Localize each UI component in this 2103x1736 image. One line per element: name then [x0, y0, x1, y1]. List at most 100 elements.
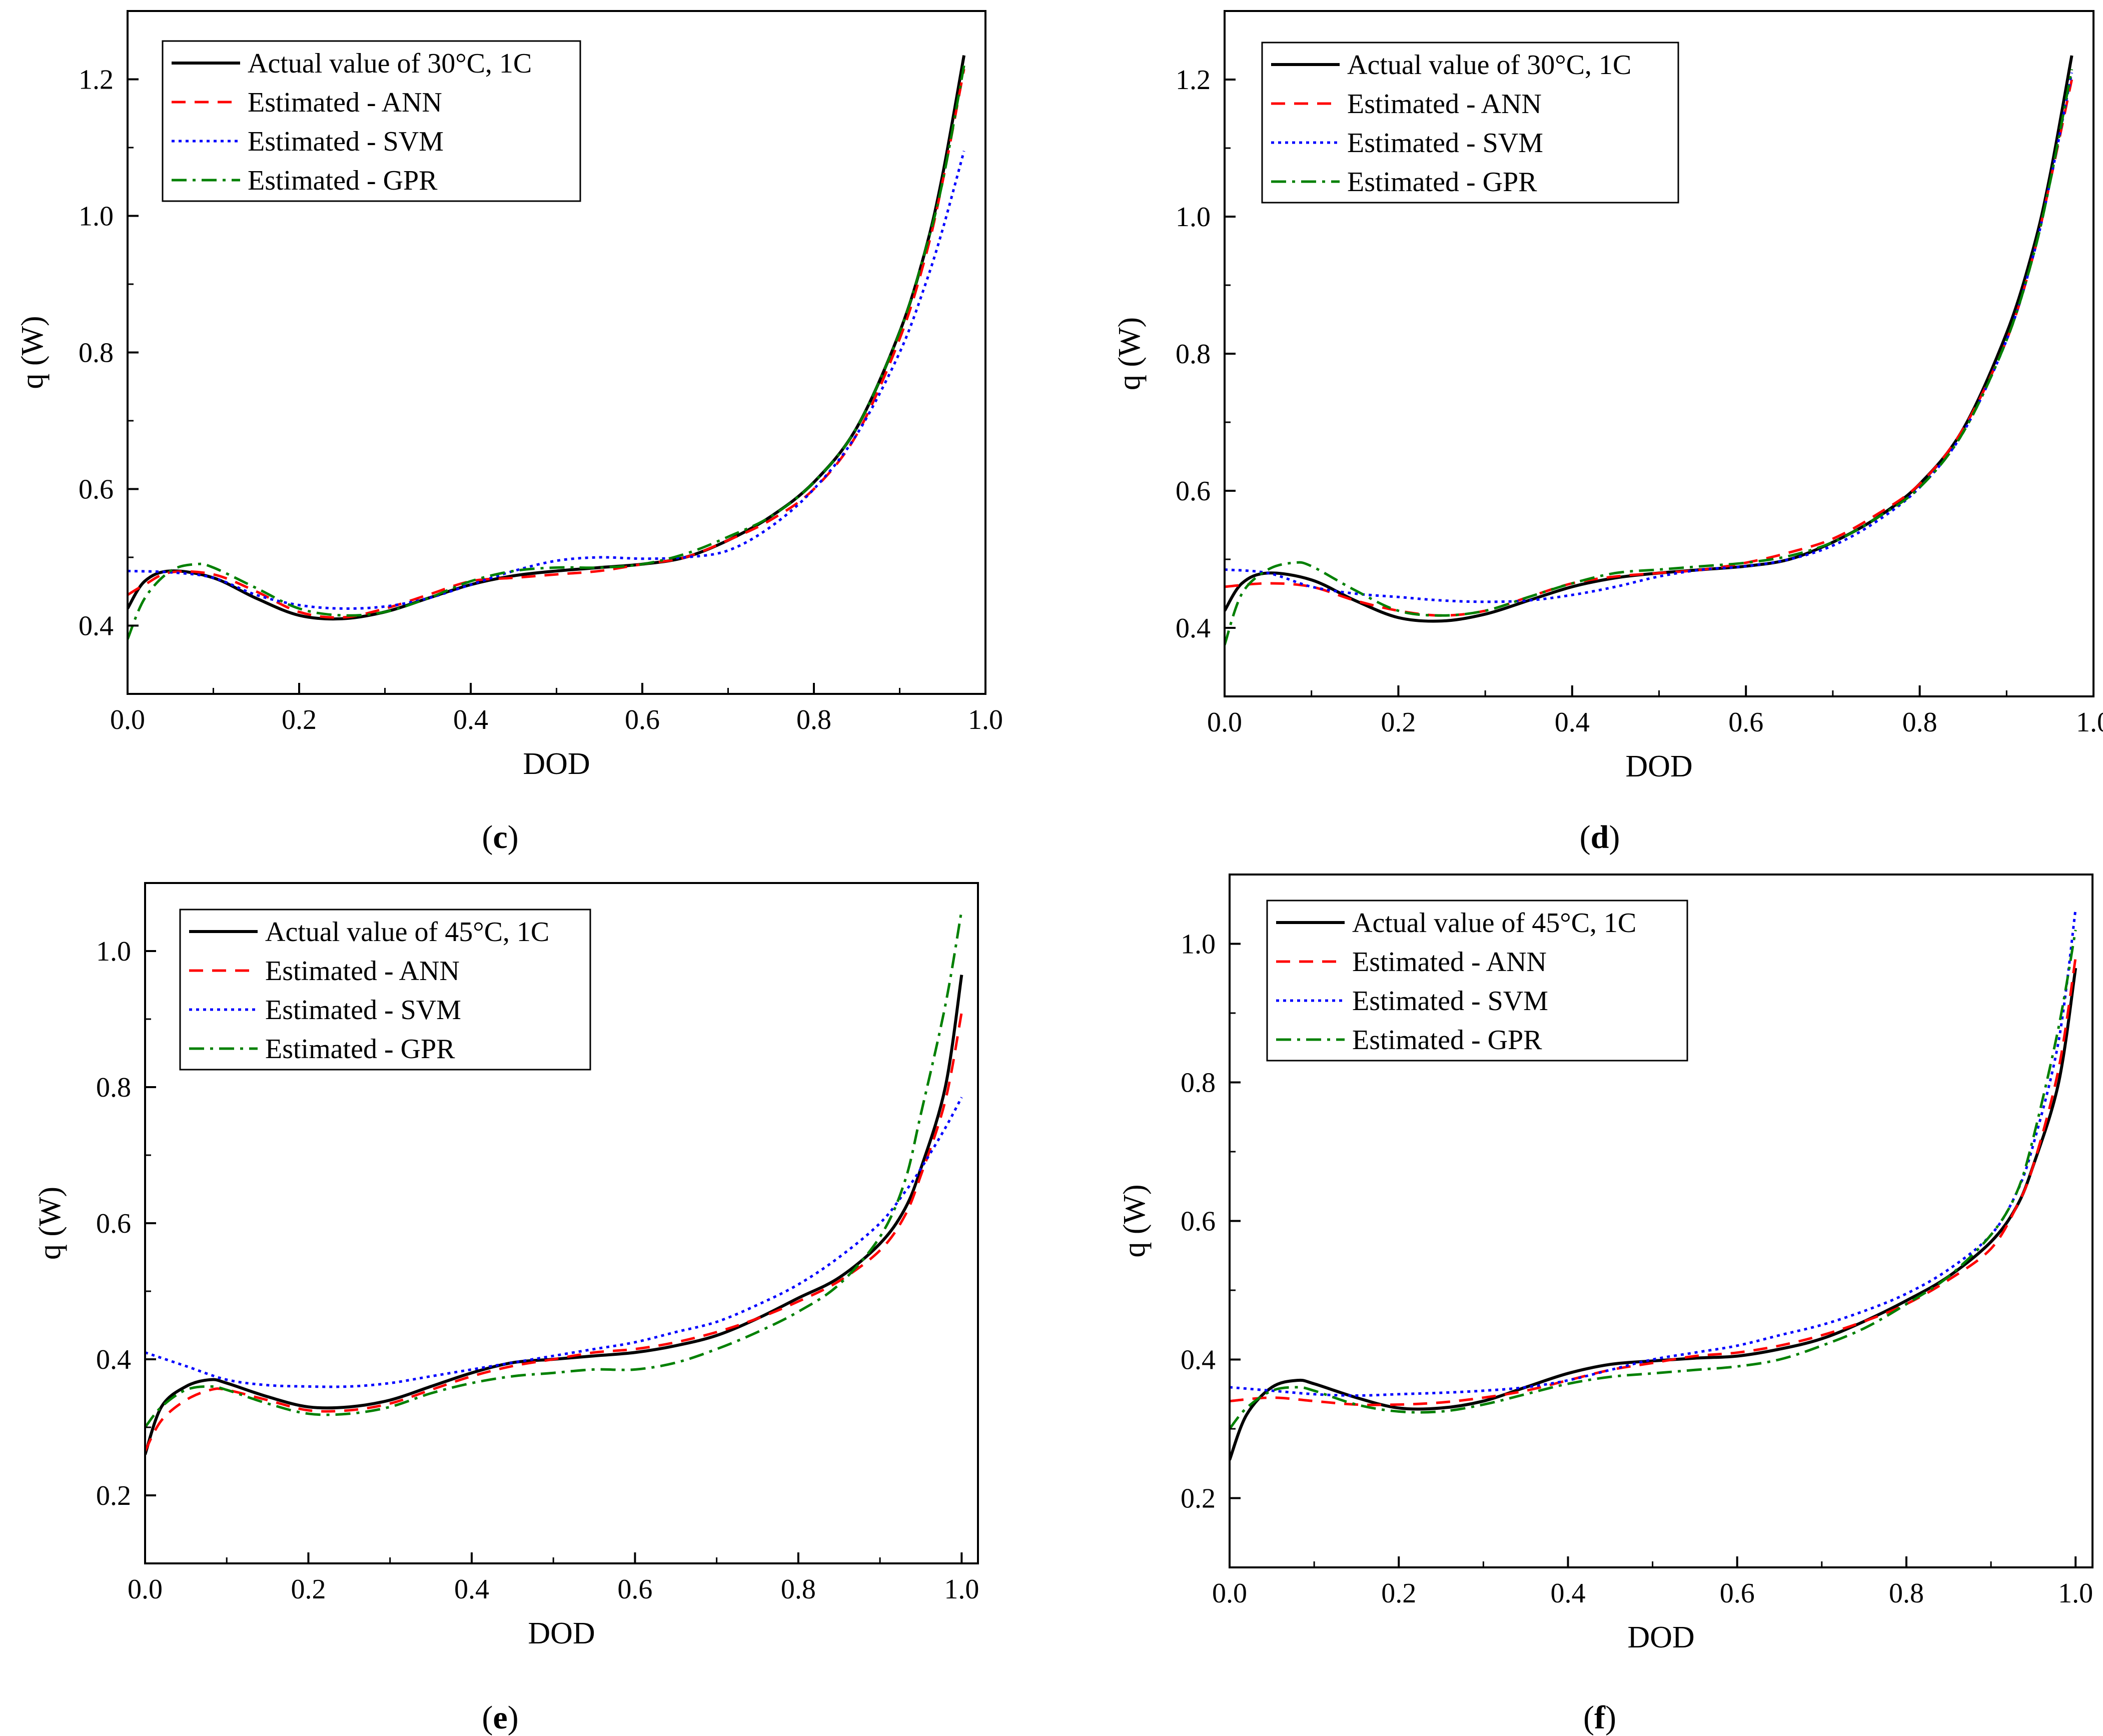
series-line-gpr	[145, 910, 963, 1428]
chart-panel-e: 0.0 0.2 0.4 0.6 0.8 1.0 0.2 0.4 0.6 0.8 1.0 DOD q (W…	[33, 882, 979, 1736]
x-tick-label: 0.4	[453, 704, 488, 735]
y-tick-label: 0.6	[96, 1208, 131, 1239]
x-tick-label: 0.4	[1555, 707, 1590, 738]
y-tick-label: 0.4	[1181, 1345, 1216, 1376]
y-tick-label: 0.8	[79, 338, 114, 369]
x-tick-label: 1.0	[944, 1574, 979, 1605]
y-tick-label: 0.4	[79, 611, 114, 642]
x-tick-label: 0.8	[1902, 707, 1937, 738]
y-tick-label: 1.0	[1176, 202, 1211, 233]
y-tick-label: 0.8	[1176, 339, 1211, 370]
legend-label-ann: Estimated - ANN	[248, 87, 442, 118]
y-tick-label: 0.4	[96, 1344, 131, 1375]
legend: Actual value of 45°C, 1C Estimated - ANN E…	[1266, 900, 1688, 1062]
y-axis-title: q (W)	[16, 316, 50, 389]
legend-label-svm: Estimated - SVM	[1352, 986, 1548, 1017]
panel-letter: d	[1591, 819, 1609, 855]
chart-panel-c: 0.0 0.2 0.4 0.6 0.8 1.0 0.4 0.6 0.8 1.0 1.2 DOD q (W…	[16, 10, 1003, 855]
legend-label-gpr: Estimated - GPR	[1347, 167, 1537, 198]
x-axis-title: DOD	[1625, 749, 1692, 783]
series-line-gpr	[1230, 930, 2077, 1430]
legend-label-actual: Actual value of 30°C, 1C	[248, 48, 532, 79]
y-tick-label: 0.2	[1181, 1483, 1216, 1514]
series-line-ann	[128, 69, 965, 619]
legend-box	[1266, 900, 1688, 1062]
y-tick-label: 1.2	[1176, 65, 1211, 96]
x-tick-label: 0.8	[1889, 1578, 1924, 1609]
x-axis-title: DOD	[1627, 1620, 1694, 1654]
legend-label-svm: Estimated - SVM	[265, 995, 461, 1026]
legend-label-actual: Actual value of 30°C, 1C	[1347, 50, 1631, 81]
y-tick-label: 0.4	[1176, 613, 1211, 644]
y-tick-label: 1.2	[79, 65, 114, 96]
series-line-actual	[145, 975, 963, 1455]
panel-letter: e	[493, 1699, 507, 1736]
x-tick-label: 0.0	[110, 704, 145, 735]
y-axis-title: q (W)	[1113, 317, 1147, 390]
legend-label-gpr: Estimated - GPR	[248, 165, 438, 196]
series-line-gpr	[128, 65, 965, 640]
x-tick-label: 0.2	[282, 704, 317, 735]
series-line-svm	[128, 151, 965, 610]
y-tick-label: 1.0	[1181, 929, 1216, 960]
legend-label-ann: Estimated - ANN	[1352, 947, 1547, 978]
legend: Actual value of 30°C, 1C Estimated - ANN E…	[162, 40, 581, 202]
panel-letter: c	[493, 819, 507, 855]
legend-label-gpr: Estimated - GPR	[1352, 1025, 1542, 1056]
x-tick-label: 0.8	[781, 1574, 816, 1605]
x-tick-label: 0.4	[1550, 1578, 1585, 1609]
legend-box	[162, 40, 581, 202]
x-tick-label: 0.2	[291, 1574, 326, 1605]
x-tick-label: 0.8	[796, 704, 831, 735]
panel-label: (f)	[1583, 1699, 1616, 1736]
series-line-ann	[1230, 957, 2077, 1406]
x-tick-label: 0.6	[1720, 1578, 1755, 1609]
y-tick-label: 0.8	[96, 1072, 131, 1103]
x-tick-label: 0.0	[1207, 707, 1242, 738]
x-tick-label: 0.6	[1728, 707, 1763, 738]
legend-label-actual: Actual value of 45°C, 1C	[265, 917, 549, 948]
legend-box	[179, 909, 591, 1071]
y-tick-label: 0.6	[1181, 1206, 1216, 1237]
x-tick-label: 0.2	[1381, 1578, 1416, 1609]
legend: Actual value of 45°C, 1C Estimated - ANN E…	[179, 909, 591, 1071]
chart-panel-d: 0.0 0.2 0.4 0.6 0.8 1.0 0.4 0.6 0.8 1.0 1.2 DOD q (W…	[1113, 10, 2103, 855]
legend-label-svm: Estimated - SVM	[1347, 128, 1543, 159]
x-tick-label: 0.6	[625, 704, 660, 735]
x-tick-label: 1.0	[968, 704, 1003, 735]
legend-label-gpr: Estimated - GPR	[265, 1034, 455, 1065]
chart-panel-f: 0.0 0.2 0.4 0.6 0.8 1.0 0.2 0.4 0.6 0.8 1.0 DOD q (W…	[1118, 874, 2093, 1736]
x-tick-label: 1.0	[2076, 707, 2103, 738]
x-tick-label: 0.4	[454, 1574, 489, 1605]
legend-label-actual: Actual value of 45°C, 1C	[1352, 908, 1636, 939]
y-tick-label: 0.6	[1176, 476, 1211, 507]
y-tick-label: 1.0	[96, 936, 131, 967]
x-tick-label: 1.0	[2058, 1578, 2093, 1609]
legend-label-svm: Estimated - SVM	[248, 126, 444, 157]
x-tick-label: 0.6	[617, 1574, 652, 1605]
y-tick-label: 0.8	[1181, 1068, 1216, 1099]
x-tick-label: 0.2	[1381, 707, 1416, 738]
panel-letter: f	[1594, 1699, 1606, 1736]
x-tick-label: 0.0	[1212, 1578, 1247, 1609]
x-tick-label: 0.0	[128, 1574, 163, 1605]
series-line-ann	[145, 1012, 963, 1452]
legend: Actual value of 30°C, 1C Estimated - ANN E…	[1261, 42, 1679, 204]
legend-box	[1261, 42, 1679, 204]
y-axis-title: q (W)	[33, 1187, 67, 1260]
panel-label: (c)	[482, 819, 518, 855]
y-tick-label: 0.2	[96, 1480, 131, 1511]
x-axis-title: DOD	[523, 747, 590, 781]
legend-label-ann: Estimated - ANN	[1347, 89, 1542, 120]
y-tick-label: 0.6	[79, 474, 114, 505]
legend-label-ann: Estimated - ANN	[265, 956, 460, 987]
y-tick-label: 1.0	[79, 201, 114, 232]
series-line-gpr	[1225, 69, 2073, 646]
panel-label: (e)	[482, 1699, 518, 1736]
y-axis-title: q (W)	[1118, 1184, 1152, 1257]
x-axis-title: DOD	[528, 1616, 595, 1650]
series-line-actual	[128, 55, 966, 621]
panel-label: (d)	[1580, 819, 1620, 855]
